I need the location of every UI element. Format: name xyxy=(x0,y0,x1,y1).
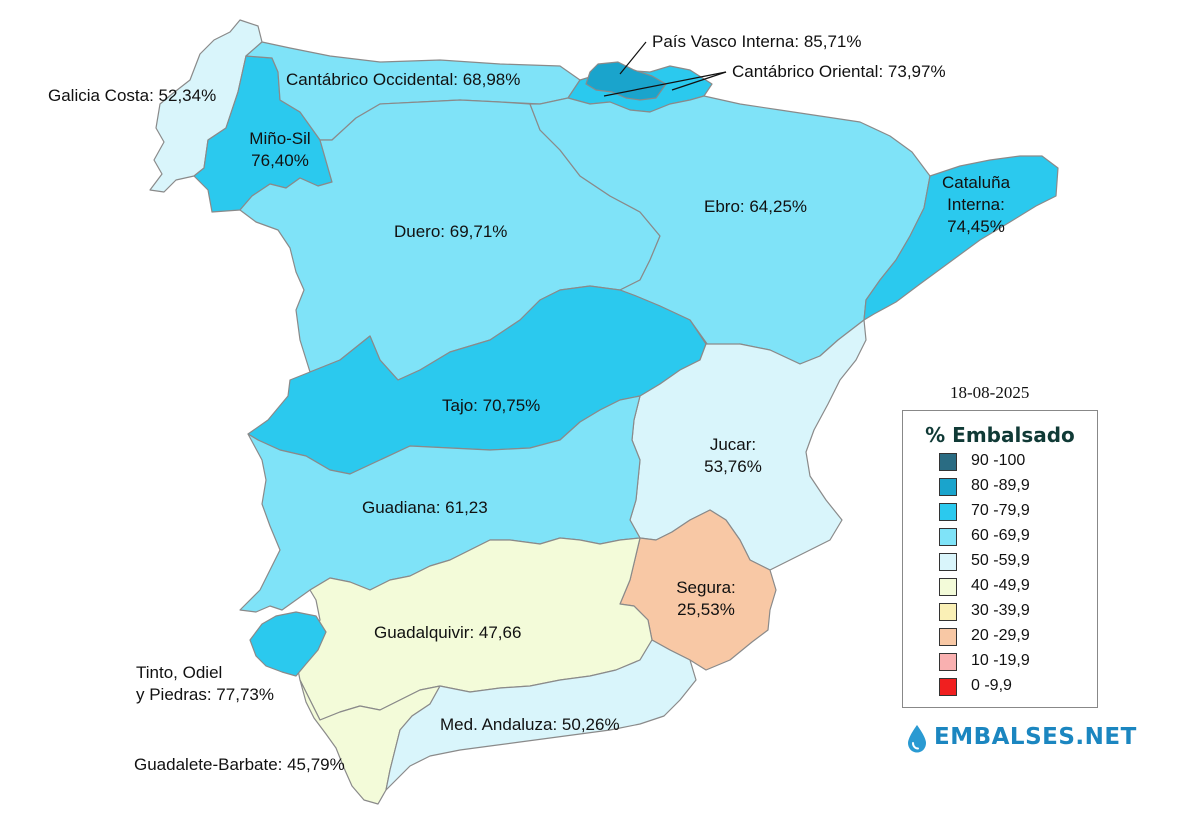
label-segura-name: Segura: xyxy=(676,578,736,597)
legend-label: 10 -19,9 xyxy=(971,652,1030,669)
legend-label: 80 -89,9 xyxy=(971,477,1030,494)
brand-name: EMBALSES.NET xyxy=(934,724,1137,750)
legend-label: 0 -9,9 xyxy=(971,677,1012,694)
label-jucar: Jucar: 53,76% xyxy=(688,434,778,478)
label-guadiana: Guadiana: 61,23 xyxy=(362,498,488,517)
label-cataluna-name-1: Cataluña xyxy=(941,173,1011,192)
region-tinto-odiel-piedras[interactable] xyxy=(249,611,327,677)
label-galicia-costa: Galicia Costa: 52,34% xyxy=(48,86,217,105)
label-guadalete-barbate: Guadalete-Barbate: 45,79% xyxy=(134,755,345,774)
legend-label: 70 -79,9 xyxy=(971,502,1030,519)
label-jucar-value: 53,76% xyxy=(704,457,762,476)
legend: % Embalsado 90 -100 80 -89,9 70 -79,9 60… xyxy=(902,410,1098,708)
label-cataluna-value: 74,45% xyxy=(947,217,1005,236)
label-segura: Segura: 25,53% xyxy=(664,577,748,621)
legend-swatch xyxy=(939,603,957,621)
label-ebro: Ebro: 64,25% xyxy=(704,197,808,216)
label-tinto-line-2: y Piedras: 77,73% xyxy=(136,685,274,704)
leader-cantabrico-oriental-1 xyxy=(603,71,727,97)
leader-cantabrico-oriental-2 xyxy=(671,71,727,91)
legend-swatch xyxy=(939,553,957,571)
label-cataluna-interna: Cataluña Interna: 74,45% xyxy=(922,172,1030,238)
map-date: 18-08-2025 xyxy=(950,383,1030,402)
leader-pais-vasco xyxy=(619,41,647,75)
label-segura-value: 25,53% xyxy=(677,600,735,619)
legend-swatch xyxy=(939,528,957,546)
label-med-andaluza: Med. Andaluza: 50,26% xyxy=(440,715,620,734)
legend-swatch xyxy=(939,678,957,696)
label-mino-sil-value: 76,40% xyxy=(251,151,309,170)
label-jucar-name: Jucar: xyxy=(709,435,757,454)
label-tinto-odiel-piedras: Tinto, Odiel y Piedras: 77,73% xyxy=(136,662,274,706)
water-drop-icon xyxy=(908,725,926,753)
legend-label: 40 -49,9 xyxy=(971,577,1030,594)
legend-swatch xyxy=(939,628,957,646)
label-cataluna-name-2: Interna: xyxy=(947,195,1005,214)
label-tajo: Tajo: 70,75% xyxy=(442,396,541,415)
legend-label: 20 -29,9 xyxy=(971,627,1030,644)
legend-label: 50 -59,9 xyxy=(971,552,1030,569)
label-cantabrico-occidental: Cantábrico Occidental: 68,98% xyxy=(286,70,521,89)
legend-title: % Embalsado xyxy=(925,423,1075,447)
label-tinto-line-1: Tinto, Odiel xyxy=(136,663,223,682)
legend-label: 90 -100 xyxy=(971,452,1026,469)
label-duero: Duero: 69,71% xyxy=(394,222,508,241)
legend-swatch xyxy=(939,478,957,496)
legend-swatch xyxy=(939,578,957,596)
label-mino-sil-name: Miño-Sil xyxy=(249,129,311,148)
label-cantabrico-oriental: Cantábrico Oriental: 73,97% xyxy=(732,62,946,81)
legend-swatch xyxy=(939,503,957,521)
legend-label: 30 -39,9 xyxy=(971,602,1030,619)
region-cataluna-interna[interactable] xyxy=(863,155,1059,321)
label-pais-vasco-interna: País Vasco Interna: 85,71% xyxy=(652,32,862,51)
legend-swatch xyxy=(939,453,957,471)
region-pais-vasco-interna[interactable] xyxy=(585,61,667,101)
legend-label: 60 -69,9 xyxy=(971,527,1030,544)
region-med-andaluza[interactable] xyxy=(385,639,697,791)
legend-swatch xyxy=(939,653,957,671)
label-mino-sil: Miño-Sil 76,40% xyxy=(240,128,320,172)
label-guadalquivir: Guadalquivir: 47,66 xyxy=(374,623,522,642)
